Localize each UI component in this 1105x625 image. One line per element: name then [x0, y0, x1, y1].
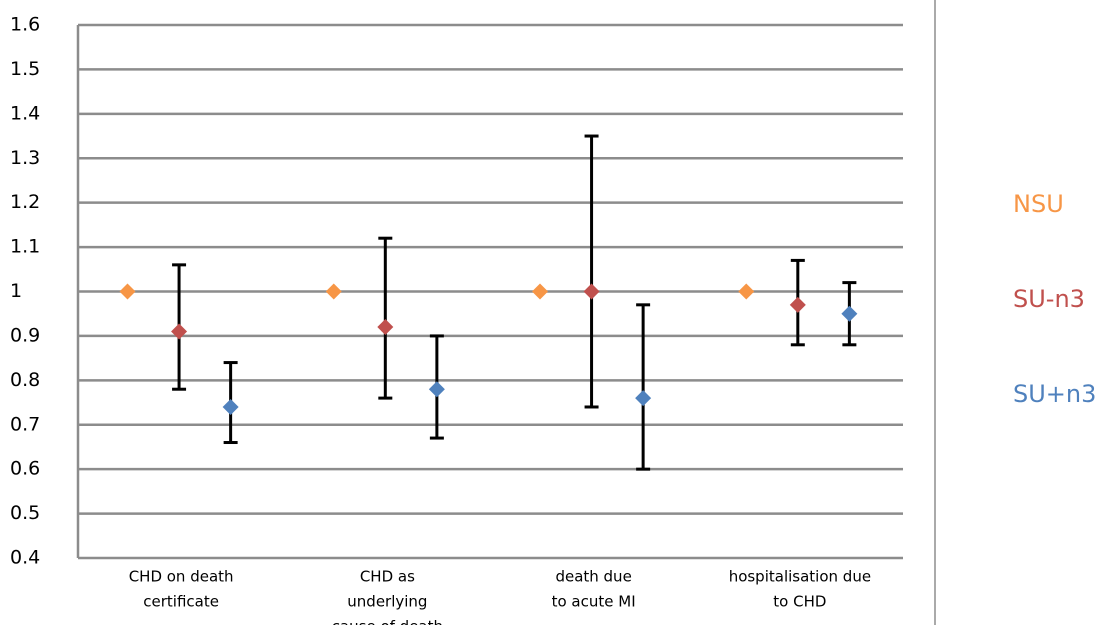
y-tick-label: 0.5	[10, 502, 40, 524]
marker	[841, 305, 858, 322]
legend-label: NSU	[1013, 190, 1064, 218]
y-tick-label: 1.5	[10, 58, 40, 80]
x-tick-label: certificate	[143, 593, 219, 611]
marker	[325, 283, 342, 300]
x-tick-label: death due	[555, 568, 631, 586]
marker	[738, 283, 755, 300]
legend-label: SU+n3	[1013, 380, 1096, 408]
y-tick-label: 0.8	[10, 369, 40, 391]
marker	[222, 398, 239, 415]
y-tick-label: 1.3	[10, 147, 40, 169]
marker	[171, 323, 188, 340]
x-tick-label: underlying	[347, 593, 427, 611]
error-bar	[636, 303, 651, 471]
x-tick-label: CHD on death	[129, 568, 234, 586]
marker	[532, 283, 548, 300]
y-tick-label: 1.2	[10, 191, 40, 213]
marker	[789, 296, 806, 313]
y-tick-label: 0.7	[10, 413, 40, 435]
marker	[119, 283, 136, 300]
y-tick-label: 1.4	[10, 102, 40, 124]
x-tick-label: to acute MI	[552, 593, 636, 611]
marker	[377, 319, 394, 336]
y-tick-label: 0.9	[10, 324, 40, 346]
marker	[635, 390, 652, 407]
x-tick-label: CHD as	[360, 568, 415, 586]
y-tick-label: 1.1	[10, 236, 40, 258]
marker	[428, 381, 445, 398]
legend-label: SU-n3	[1013, 285, 1085, 313]
x-tick-label: hospitalisation due	[729, 568, 871, 586]
x-tick-label: to CHD	[773, 593, 826, 611]
x-tick-label: cause of death	[332, 618, 443, 625]
marker	[583, 283, 600, 300]
y-tick-label: 0.4	[10, 547, 40, 569]
y-tick-label: 1.6	[10, 14, 40, 36]
y-tick-label: 1	[10, 280, 22, 302]
error-bar	[378, 236, 393, 400]
y-tick-label: 0.6	[10, 458, 40, 480]
error-bar	[584, 134, 599, 409]
